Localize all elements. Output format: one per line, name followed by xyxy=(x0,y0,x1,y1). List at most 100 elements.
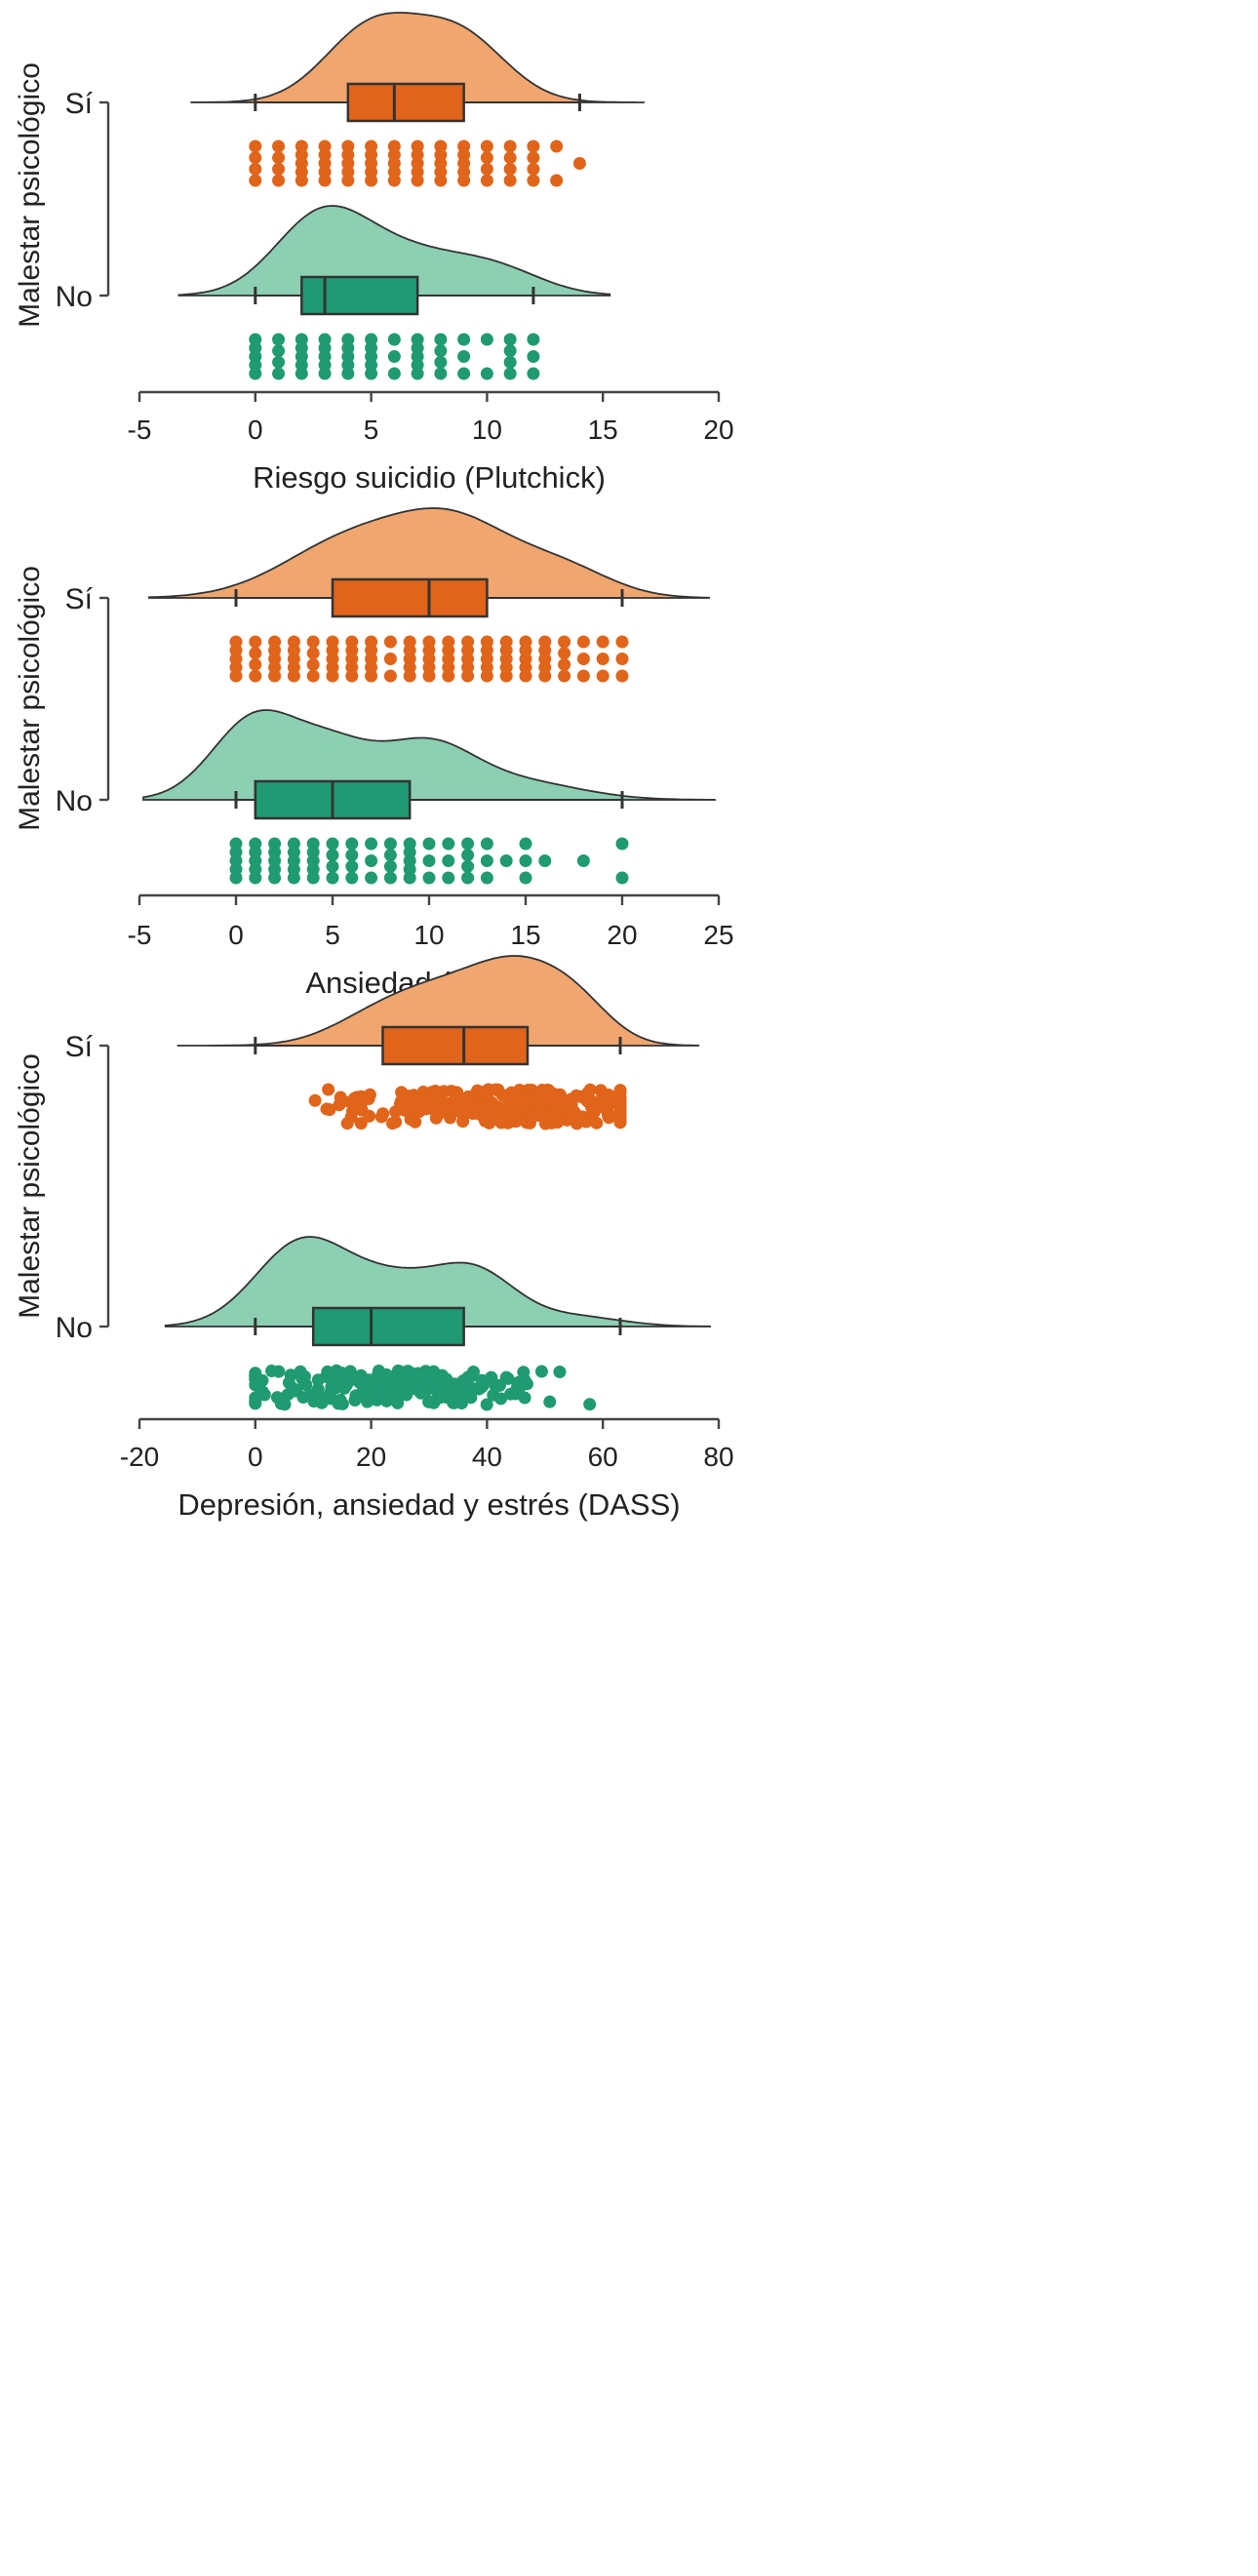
x-tick-label: 60 xyxy=(588,1442,618,1472)
group-no: No xyxy=(56,1236,712,1411)
data-point xyxy=(349,1099,363,1113)
data-point xyxy=(461,669,475,683)
data-point xyxy=(480,854,493,867)
data-point xyxy=(596,653,609,665)
data-point xyxy=(383,859,397,873)
data-point xyxy=(297,1369,311,1383)
data-point xyxy=(489,1378,502,1392)
data-point xyxy=(387,333,401,346)
data-point xyxy=(480,162,493,176)
data-point xyxy=(249,139,262,153)
data-point xyxy=(474,1086,488,1099)
data-point xyxy=(403,871,416,885)
data-point xyxy=(311,1373,325,1387)
data-point xyxy=(576,669,590,683)
data-point xyxy=(272,367,286,380)
group-si: Sí xyxy=(65,507,710,683)
x-tick-label: 10 xyxy=(413,920,444,950)
data-point xyxy=(538,854,552,867)
y-tick-label-si: Sí xyxy=(65,583,94,615)
data-point xyxy=(326,837,339,851)
data-point xyxy=(503,333,517,346)
x-tick-label: 0 xyxy=(248,415,263,445)
data-point xyxy=(356,1375,370,1389)
data-point xyxy=(434,333,448,346)
data-point xyxy=(457,333,471,346)
data-point xyxy=(249,669,262,683)
data-point xyxy=(295,174,308,187)
data-point xyxy=(484,1109,497,1123)
data-point xyxy=(503,355,517,369)
data-point xyxy=(407,1113,420,1127)
data-point xyxy=(519,854,532,867)
data-point xyxy=(433,1391,447,1405)
data-point xyxy=(429,1100,443,1114)
data-point xyxy=(504,1387,518,1401)
data-point xyxy=(272,151,286,165)
data-point xyxy=(383,635,397,649)
points-no xyxy=(229,837,629,885)
data-point xyxy=(538,669,552,683)
data-point xyxy=(318,367,332,380)
data-point xyxy=(561,1104,574,1118)
data-point xyxy=(361,1395,374,1408)
data-point xyxy=(411,367,424,380)
x-tick-label: 5 xyxy=(325,920,340,950)
data-point xyxy=(433,1375,447,1389)
points-si xyxy=(249,139,586,187)
data-point xyxy=(457,174,471,187)
data-point xyxy=(527,174,540,187)
data-point xyxy=(265,1365,279,1378)
data-point xyxy=(422,669,436,683)
data-point xyxy=(365,854,378,867)
data-point xyxy=(365,871,378,885)
density-cloud-si xyxy=(177,955,700,1047)
data-point xyxy=(480,151,493,165)
data-point xyxy=(345,849,359,862)
data-point xyxy=(249,647,262,660)
x-tick-label: 80 xyxy=(703,1442,733,1472)
data-point xyxy=(491,1084,505,1097)
data-point xyxy=(550,174,564,187)
data-point xyxy=(411,174,424,187)
y-axis-title: Malestar psicológico xyxy=(14,62,46,328)
data-point xyxy=(431,1087,445,1100)
data-point xyxy=(461,849,475,862)
data-point xyxy=(503,162,517,176)
y-tick-label-si: Sí xyxy=(65,1031,94,1063)
data-point xyxy=(461,871,475,885)
points-si xyxy=(308,1083,627,1130)
data-point xyxy=(272,344,286,358)
x-axis-title: Riesgo suicidio (Plutchick) xyxy=(253,460,606,495)
data-point xyxy=(345,859,359,873)
data-point xyxy=(365,367,378,380)
data-point xyxy=(585,1100,599,1114)
data-point xyxy=(345,871,359,885)
data-point xyxy=(615,871,629,885)
data-point xyxy=(480,871,493,885)
data-point xyxy=(295,367,308,380)
data-point xyxy=(418,1087,432,1100)
data-point xyxy=(543,1395,557,1408)
data-point xyxy=(590,1116,604,1129)
y-axis-title: Malestar psicológico xyxy=(14,1053,46,1319)
data-point xyxy=(550,139,564,153)
data-point xyxy=(249,635,262,649)
box-no xyxy=(300,275,419,316)
data-point xyxy=(523,1116,536,1129)
data-point xyxy=(363,1109,376,1123)
data-point xyxy=(306,657,320,671)
data-point xyxy=(331,1370,344,1384)
data-point xyxy=(287,669,300,683)
data-point xyxy=(492,1101,506,1115)
data-point xyxy=(324,1392,337,1406)
data-point xyxy=(383,669,397,683)
data-point xyxy=(322,1083,335,1096)
points-no xyxy=(249,1364,597,1411)
data-point xyxy=(527,151,540,165)
data-point xyxy=(387,350,401,363)
data-point xyxy=(519,871,532,885)
data-point xyxy=(249,1372,262,1386)
data-point xyxy=(527,333,540,346)
x-tick-label: 15 xyxy=(510,920,540,950)
